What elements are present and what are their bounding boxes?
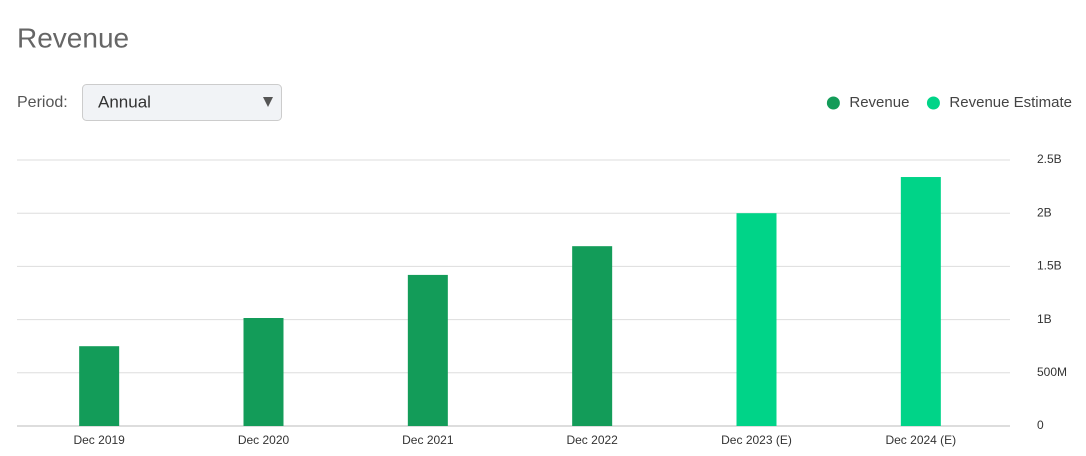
x-tick-label: Dec 2019 [73, 433, 125, 447]
bar [572, 246, 613, 426]
x-tick-label: Dec 2021 [402, 433, 454, 447]
chart-title: Revenue [17, 22, 129, 53]
legend-marker [826, 96, 840, 110]
select-box[interactable] [82, 84, 282, 121]
dropdown-arrow[interactable] [263, 97, 273, 107]
x-tick-label: Dec 2023 (E) [721, 433, 792, 447]
y-tick-label: 500M [1037, 365, 1067, 379]
period-select[interactable]: Annual [82, 84, 282, 121]
y-tick-label: 1.5B [1037, 259, 1062, 273]
bar [736, 213, 777, 426]
y-tick-label: 1B [1037, 312, 1052, 326]
y-tick-label: 2.5B [1037, 152, 1062, 166]
period-label: Period: [17, 94, 68, 111]
y-tick-label: 0 [1037, 418, 1044, 432]
x-tick-label: Dec 2024 (E) [885, 433, 956, 447]
select-value[interactable]: Annual [98, 92, 151, 111]
legend-label: Revenue [849, 94, 909, 111]
legend-marker [926, 96, 940, 110]
bar [243, 318, 284, 426]
bar [407, 274, 448, 426]
legend-label: Revenue Estimate [949, 94, 1072, 111]
y-tick-label: 2B [1037, 205, 1052, 219]
x-tick-label: Dec 2022 [566, 433, 618, 447]
x-tick-label: Dec 2020 [238, 433, 290, 447]
bar [900, 177, 941, 426]
bar [79, 346, 120, 426]
